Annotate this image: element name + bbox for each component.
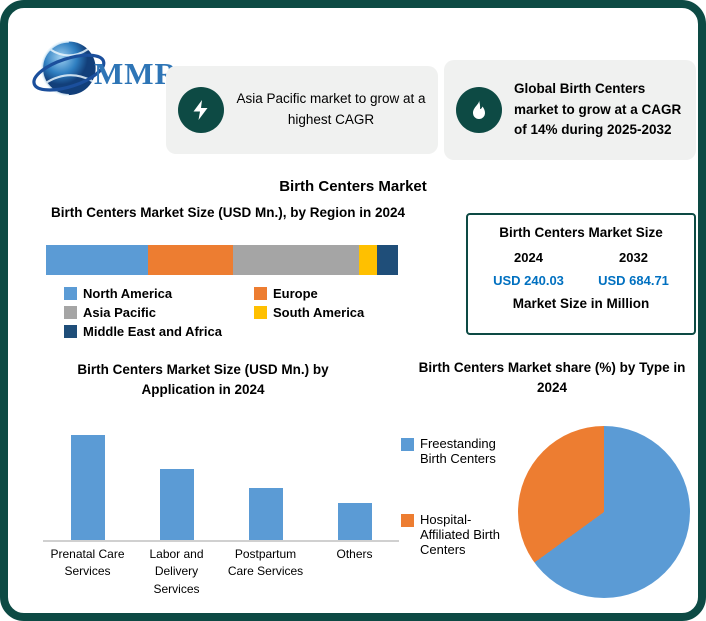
application-bar-label: Labor and Delivery Services [149,547,204,596]
legend-item: Asia Pacific [64,305,254,320]
type-chart-title: Birth Centers Market share (%) by Type i… [418,360,686,395]
legend-swatch [254,287,267,300]
application-bar-0 [70,434,105,540]
legend-item: North America [64,286,254,301]
legend-swatch [64,306,77,319]
market-size-box: Birth Centers Market Size 2024 2032 USD … [466,213,696,335]
lightning-icon [178,87,224,133]
region-chart-title: Birth Centers Market Size (USD Mn.), by … [50,205,406,220]
callout-asia-pacific: Asia Pacific market to grow at a highest… [166,66,438,154]
bar-slot [221,428,310,540]
flame-icon [456,87,502,133]
application-bar-label: Others [336,547,373,561]
type-pie [518,426,690,598]
application-bar-3 [337,503,372,540]
legend-swatch [64,325,77,338]
callout-text: Asia Pacific market to grow at a highest… [236,91,426,127]
legend-label: Freestanding Birth Centers [420,436,496,466]
year-end: 2032 [619,250,648,265]
bar-slot [132,428,221,540]
legend-label: Middle East and Africa [83,324,222,339]
logo-text: MMR [94,56,178,91]
region-segment-4 [376,245,398,275]
mmr-logo: MMR [28,34,178,114]
legend-item: Europe [254,286,414,301]
value-end: USD 684.71 [598,273,669,288]
region-segment-0 [46,245,149,275]
market-size-footer: Market Size in Million [512,296,650,311]
legend-item: Middle East and Africa [64,324,254,339]
legend-item: Freestanding Birth Centers [401,436,519,466]
legend-item: Hospital-Affiliated Birth Centers [401,512,519,557]
application-labels: Prenatal Care Services Labor and Delivery… [43,546,399,598]
legend-swatch [64,287,77,300]
application-chart-title: Birth Centers Market Size (USD Mn.) by A… [77,362,329,397]
page-title: Birth Centers Market [279,178,427,195]
type-legend: Freestanding Birth Centers Hospital-Affil… [401,436,519,557]
market-size-title: Birth Centers Market Size [499,225,663,240]
application-bar-label: Postpartum Care Services [227,547,304,579]
legend-label: Hospital-Affiliated Birth Centers [420,512,500,557]
bar-slot [310,428,399,540]
legend-swatch [401,514,414,527]
application-bar-1 [159,469,194,540]
legend-label: Europe [273,286,318,301]
legend-label: South America [273,305,365,320]
region-stacked-bar [46,245,398,275]
region-segment-2 [232,245,360,275]
region-legend: North America Europe Asia Pacific South Ame… [64,286,424,339]
year-start: 2024 [514,250,543,265]
region-segment-3 [359,245,377,275]
legend-item: South America [254,305,414,320]
globe-icon [28,34,114,114]
bar-slot [43,428,132,540]
legend-label: Asia Pacific [83,305,156,320]
legend-swatch [254,306,267,319]
legend-swatch [401,438,414,451]
application-bars [43,428,399,542]
value-start: USD 240.03 [493,273,564,288]
application-bar-2 [248,488,283,540]
application-bar-label: Prenatal Care Services [50,547,125,579]
region-segment-1 [148,245,233,275]
callout-cagr: Global Birth Centers market to grow at a… [444,60,696,160]
legend-label: North America [83,286,173,301]
callout-text: Global Birth Centers market to grow at a… [514,80,682,138]
